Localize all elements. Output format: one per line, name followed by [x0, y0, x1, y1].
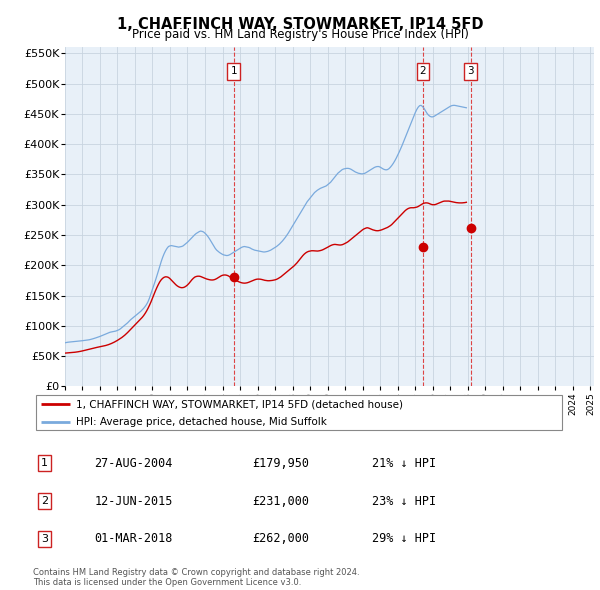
Text: 23% ↓ HPI: 23% ↓ HPI [372, 494, 436, 507]
Text: £179,950: £179,950 [252, 457, 309, 470]
Text: 1, CHAFFINCH WAY, STOWMARKET, IP14 5FD: 1, CHAFFINCH WAY, STOWMARKET, IP14 5FD [117, 17, 483, 31]
Text: 1: 1 [41, 458, 48, 468]
Text: 3: 3 [41, 534, 48, 544]
Text: 1, CHAFFINCH WAY, STOWMARKET, IP14 5FD (detached house): 1, CHAFFINCH WAY, STOWMARKET, IP14 5FD (… [76, 399, 403, 409]
Text: 27-AUG-2004: 27-AUG-2004 [94, 457, 173, 470]
FancyBboxPatch shape [35, 395, 562, 430]
Text: 12-JUN-2015: 12-JUN-2015 [94, 494, 173, 507]
Text: £231,000: £231,000 [252, 494, 309, 507]
Text: 21% ↓ HPI: 21% ↓ HPI [372, 457, 436, 470]
Text: 1: 1 [230, 67, 237, 77]
Text: HPI: Average price, detached house, Mid Suffolk: HPI: Average price, detached house, Mid … [76, 417, 326, 427]
Text: 3: 3 [467, 67, 474, 77]
Text: Contains HM Land Registry data © Crown copyright and database right 2024.
This d: Contains HM Land Registry data © Crown c… [33, 568, 359, 587]
Text: Price paid vs. HM Land Registry's House Price Index (HPI): Price paid vs. HM Land Registry's House … [131, 28, 469, 41]
Text: 01-MAR-2018: 01-MAR-2018 [94, 533, 173, 546]
Text: 29% ↓ HPI: 29% ↓ HPI [372, 533, 436, 546]
Text: £262,000: £262,000 [252, 533, 309, 546]
Text: 2: 2 [41, 496, 49, 506]
Text: 2: 2 [419, 67, 426, 77]
